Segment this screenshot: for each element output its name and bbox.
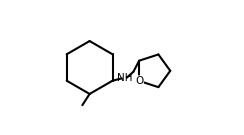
Text: NH: NH	[117, 73, 132, 83]
Text: O: O	[135, 76, 143, 86]
